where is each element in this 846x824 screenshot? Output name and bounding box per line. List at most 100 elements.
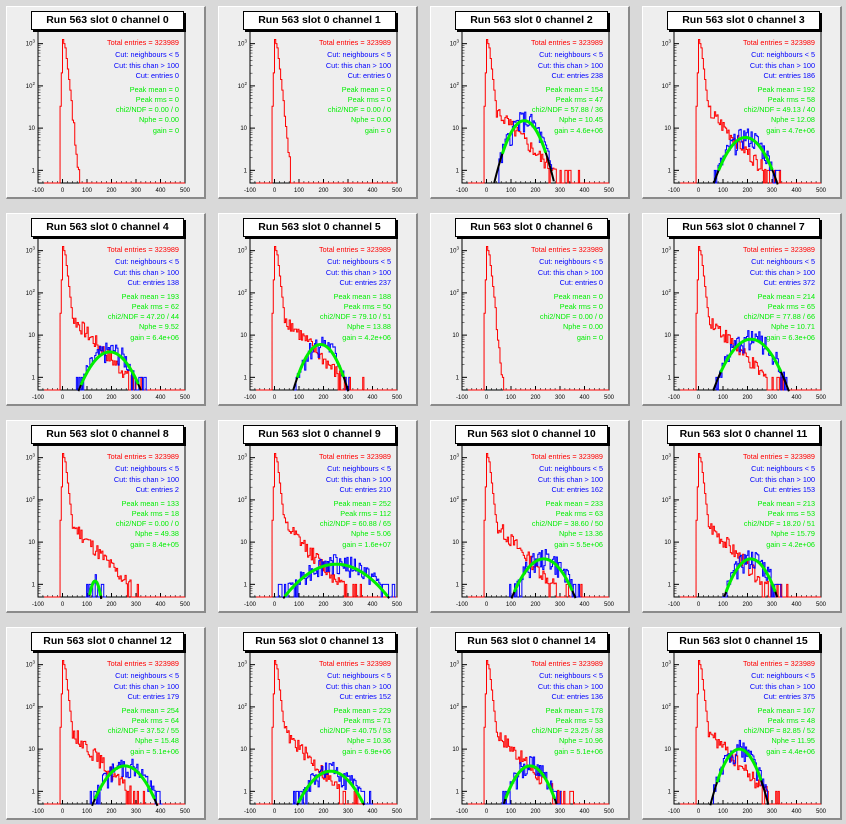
- y-tick-label: 103: [662, 453, 672, 462]
- y-tick-label: 1: [668, 789, 672, 795]
- y-tick-label: 102: [238, 288, 248, 297]
- fit-curve: [88, 579, 103, 596]
- total-histogram: [680, 38, 821, 184]
- stat-peak-mean: Peak mean = 167: [758, 706, 815, 715]
- fit-curve: [724, 557, 777, 593]
- y-tick-label: 10: [240, 126, 247, 132]
- stat-nphe: Nphe = 11.95: [772, 736, 815, 745]
- y-tick-label: 1: [32, 375, 36, 381]
- y-tick-label: 1: [32, 582, 36, 588]
- chart-panel: -100 0 100 200 300 400 500 103 102 10 1 Total entri…: [6, 627, 206, 820]
- chart-title: Run 563 slot 0 channel 15: [667, 632, 820, 651]
- y-tick-label: 1: [32, 789, 36, 795]
- cut-histogram: [509, 549, 581, 598]
- stat-peak-rms: Peak rms = 0: [348, 95, 391, 104]
- stat-peak-rms: Peak rms = 18: [132, 509, 179, 518]
- stat-cut-entries: Cut: entries 152: [339, 692, 391, 701]
- stat-chi2ndf: chi2/NDF = 60.88 / 65: [320, 519, 391, 528]
- x-tick-label: 300: [767, 809, 778, 815]
- x-tick-label: 300: [767, 188, 778, 194]
- stat-nphe: Nphe = 0.00: [139, 115, 179, 124]
- x-tick-label: 200: [318, 602, 329, 608]
- x-tick-label: 100: [294, 395, 305, 401]
- x-tick-label: 300: [131, 395, 142, 401]
- x-tick-label: 100: [718, 602, 729, 608]
- x-tick-label: 100: [82, 395, 93, 401]
- x-tick-label: 400: [367, 188, 378, 194]
- x-tick-label: 100: [82, 809, 93, 815]
- x-tick-label: -100: [244, 809, 257, 815]
- x-tick-label: 100: [82, 602, 93, 608]
- stat-cut-chan: Cut: this chan > 100: [538, 475, 603, 484]
- stat-cut-chan: Cut: this chan > 100: [538, 682, 603, 691]
- chart-title: Run 563 slot 0 channel 6: [455, 218, 608, 237]
- x-tick-label: 400: [155, 602, 166, 608]
- y-tick-label: 10: [28, 333, 35, 339]
- stat-peak-mean: Peak mean = 213: [758, 499, 815, 508]
- stat-total-entries: Total entries = 323989: [107, 245, 179, 254]
- stat-peak-rms: Peak rms = 53: [556, 716, 603, 725]
- total-histogram: [44, 38, 185, 184]
- stat-cut-neighbours: Cut: neighbours < 5: [751, 50, 815, 59]
- y-tick-label: 103: [662, 39, 672, 48]
- x-tick-label: 500: [392, 188, 403, 194]
- stat-peak-mean: Peak mean = 193: [122, 292, 179, 301]
- stat-nphe: Nphe = 10.71: [771, 322, 815, 331]
- stat-cut-neighbours: Cut: neighbours < 5: [751, 671, 815, 680]
- cut-histogram: [713, 739, 769, 805]
- stat-gain: gain = 6.3e+06: [766, 333, 815, 342]
- x-tick-label: 0: [485, 188, 489, 194]
- chart-panel: -100 0 100 200 300 400 500 103 102 10 1 Total entri…: [6, 420, 206, 613]
- stat-peak-rms: Peak rms = 0: [560, 302, 603, 311]
- stat-cut-chan: Cut: this chan > 100: [326, 682, 391, 691]
- x-tick-label: -100: [668, 809, 681, 815]
- y-tick-label: 103: [26, 453, 36, 462]
- chart-panel: -100 0 100 200 300 400 500 103 102 10 1 Total entri…: [6, 6, 206, 199]
- stat-cut-neighbours: Cut: neighbours < 5: [539, 464, 603, 473]
- x-tick-label: -100: [668, 602, 681, 608]
- stat-cut-chan: Cut: this chan > 100: [750, 268, 815, 277]
- fit-curve: [296, 769, 365, 804]
- stat-total-entries: Total entries = 323989: [743, 245, 815, 254]
- x-tick-label: 0: [61, 809, 65, 815]
- chart-title: Run 563 slot 0 channel 1: [243, 11, 396, 30]
- stat-total-entries: Total entries = 323989: [107, 38, 179, 47]
- x-tick-label: 300: [555, 809, 566, 815]
- y-tick-label: 102: [26, 288, 36, 297]
- y-tick-label: 103: [662, 246, 672, 255]
- stat-peak-rms: Peak rms = 58: [768, 95, 815, 104]
- chart-panel: -100 0 100 200 300 400 500 103 102 10 1 Total entri…: [6, 213, 206, 406]
- chart-title: Run 563 slot 0 channel 14: [455, 632, 608, 651]
- fit-curve: [79, 350, 140, 386]
- chart-panel: -100 0 100 200 300 400 500 103 102 10 1 Total entri…: [218, 213, 418, 406]
- stat-total-entries: Total entries = 323989: [531, 245, 603, 254]
- x-tick-label: 500: [392, 602, 403, 608]
- stat-gain: gain = 8.4e+05: [130, 540, 179, 549]
- y-tick-label: 10: [452, 747, 459, 753]
- stat-chi2ndf: chi2/NDF = 77.88 / 66: [744, 312, 815, 321]
- y-tick-label: 1: [668, 582, 672, 588]
- x-tick-label: -100: [32, 602, 45, 608]
- x-tick-label: 200: [530, 188, 541, 194]
- stat-total-entries: Total entries = 323989: [743, 452, 815, 461]
- stat-peak-rms: Peak rms = 64: [132, 716, 179, 725]
- stat-peak-mean: Peak mean = 0: [130, 85, 179, 94]
- x-tick-label: 200: [318, 188, 329, 194]
- x-tick-label: 0: [697, 395, 701, 401]
- y-tick-label: 103: [238, 453, 248, 462]
- chart-panel: -100 0 100 200 300 400 500 103 102 10 1 Total entri…: [642, 6, 842, 199]
- y-tick-label: 1: [456, 168, 460, 174]
- y-tick-label: 102: [662, 495, 672, 504]
- chart-panel: -100 0 100 200 300 400 500 103 102 10 1 Total entri…: [430, 213, 630, 406]
- x-tick-label: 400: [579, 602, 590, 608]
- x-tick-label: 0: [485, 395, 489, 401]
- stat-gain: gain = 6.4e+06: [130, 333, 179, 342]
- stat-cut-entries: Cut: entries 153: [763, 485, 815, 494]
- chart-title: Run 563 slot 0 channel 3: [667, 11, 820, 30]
- x-tick-label: 200: [530, 809, 541, 815]
